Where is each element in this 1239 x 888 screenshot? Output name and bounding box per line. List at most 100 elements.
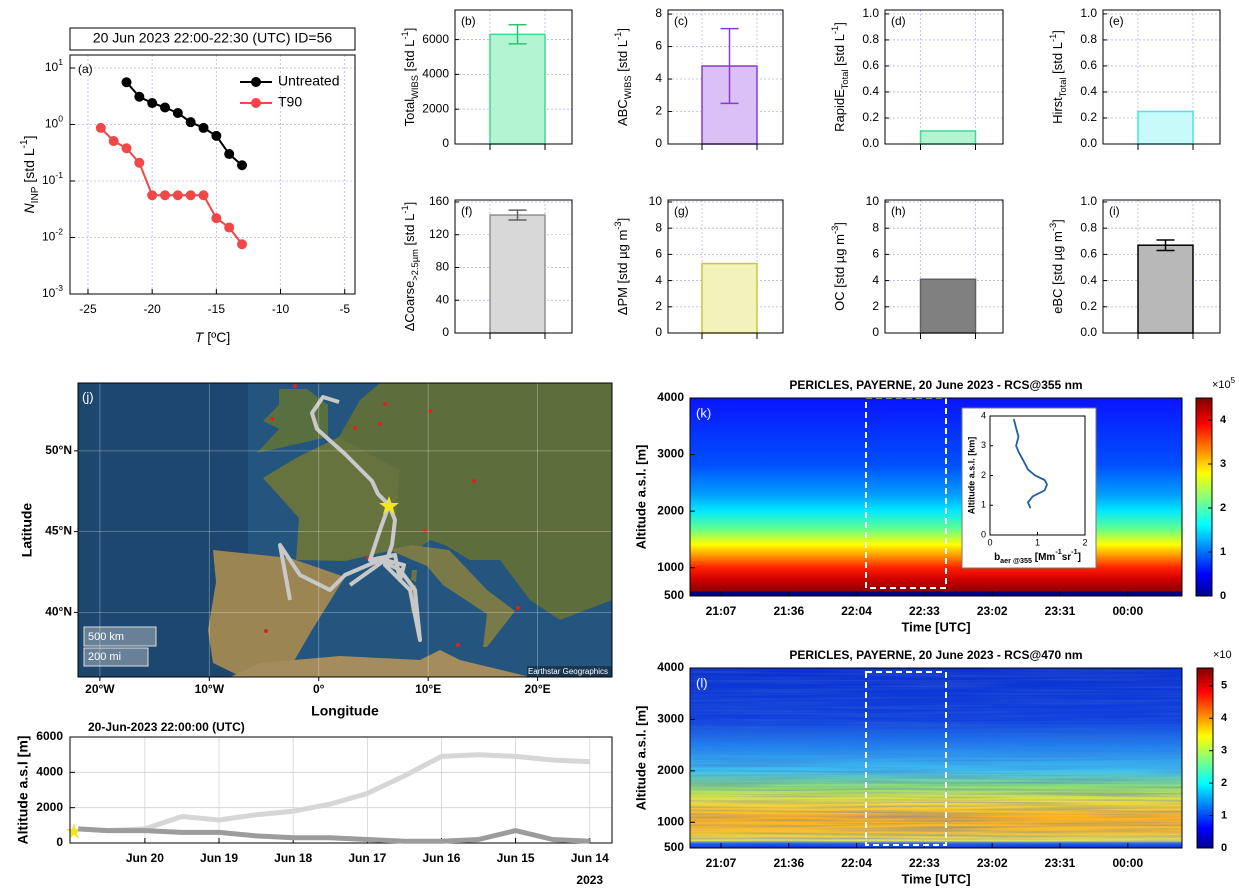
y-tick-label: 0.2 <box>862 110 879 124</box>
x-tick-label: 10°E <box>415 682 441 696</box>
y-tick-label: 1000 <box>657 814 684 828</box>
y-tick-label: 0.6 <box>1080 247 1097 261</box>
legend-marker <box>251 77 261 87</box>
y-tick-label: 120 <box>429 227 449 241</box>
plot-frame <box>69 736 613 844</box>
y-tick-label: 160 <box>429 194 449 208</box>
land <box>230 650 530 677</box>
panel-label: (k) <box>696 405 711 420</box>
y-tick-label: 0 <box>872 325 879 339</box>
land <box>263 437 400 561</box>
chart-title: 20 Jun 2023 22:00-22:30 (UTC) ID=56 <box>93 30 333 46</box>
land <box>339 383 612 620</box>
plot-frame <box>667 199 784 334</box>
text-part: Jun 15 <box>497 851 535 865</box>
text-part: -1 <box>19 139 30 148</box>
text-part: ABC <box>615 99 630 126</box>
text-part: -1 <box>613 32 623 40</box>
text-part: 20°W <box>85 682 115 696</box>
site <box>383 402 387 406</box>
colorbar-tick-label: 4 <box>1220 414 1227 426</box>
x-tick-label: Jun 20 <box>126 851 164 865</box>
text-part: OC [std µg m <box>832 234 847 311</box>
series-line <box>100 127 243 245</box>
y-tick-label: 0.2 <box>1080 299 1097 313</box>
x-tick-label: Jun 15 <box>497 851 535 865</box>
map-credit: Earthstar Geographics <box>528 667 608 676</box>
x-axis-label: T [ºC] <box>195 329 230 345</box>
y-tick-label: 4 <box>655 71 662 85</box>
panel-label: (l) <box>696 675 708 690</box>
y-tick-label: 2000 <box>657 503 684 517</box>
y-tick-label: 0 <box>442 325 449 339</box>
text-part: [std L <box>1050 42 1065 77</box>
x-tick-label: -5 <box>339 302 350 316</box>
x-tick-label: 2 <box>1082 537 1087 547</box>
text-part: Total <box>1058 77 1068 97</box>
text-part: >2.5µm <box>410 249 420 281</box>
profile-line <box>1012 418 1048 509</box>
point <box>198 190 209 201</box>
y-tick-label: 10 <box>866 194 880 208</box>
text-part: INP <box>30 186 41 203</box>
text-part: 10 <box>45 117 59 131</box>
text-part: -1 <box>830 26 840 34</box>
panel-label: (e) <box>1109 14 1124 28</box>
y-tick-label: 0.0 <box>1080 325 1097 339</box>
y-axis-label: Altitude a.s.l. [m] <box>633 706 648 811</box>
x-axis-label: Time [UTC] <box>901 871 970 886</box>
y-tick-label: 4 <box>655 273 662 287</box>
x-tick-label: 00:00 <box>1112 856 1143 870</box>
y-tick-label: 2000 <box>36 800 63 814</box>
text-part: [std L <box>402 40 417 75</box>
y-tick-label: 10-3 <box>42 283 63 300</box>
panel-label: (c) <box>674 14 688 28</box>
plot-frame <box>689 667 1183 849</box>
text-part: ΔCoarse <box>402 281 417 332</box>
x-tick-label: Jun 19 <box>200 851 238 865</box>
point <box>121 77 132 88</box>
text-part: -1 <box>400 31 410 39</box>
site <box>456 643 460 647</box>
text-part: Jun 20 <box>126 851 164 865</box>
y-tick-label: 0.0 <box>1080 136 1097 150</box>
point <box>237 239 248 250</box>
map-background <box>78 383 612 677</box>
text-part: Jun 19 <box>200 851 238 865</box>
x-tick-label: 0° <box>313 682 325 696</box>
inset-background <box>961 407 1097 569</box>
bar <box>1137 110 1194 145</box>
trajectories <box>278 395 422 642</box>
y-tick-label: 6000 <box>36 729 63 743</box>
text-part: Jun 16 <box>422 851 460 865</box>
text-part: 10 <box>42 286 56 300</box>
colorbar-multiplier: ×105 <box>1212 376 1236 391</box>
text-part: 10 <box>42 173 56 187</box>
y-tick-label: 8 <box>655 6 662 20</box>
x-tick-label: -20 <box>143 302 161 316</box>
plot-frame <box>69 54 356 295</box>
y-tick-label: 3 <box>981 440 986 450</box>
text-part: 0.0 <box>1080 325 1097 339</box>
plot-frame <box>1102 9 1221 145</box>
text-part: ] <box>1050 30 1065 34</box>
y-tick-label: 2 <box>981 470 986 480</box>
text-part: ΔPM [std µg m <box>615 230 630 316</box>
y-axis-label: NINP [std L-1] <box>19 136 41 214</box>
y-tick-label: 0 <box>981 529 986 539</box>
text-part: 50°N <box>45 443 72 457</box>
heatmap-texture <box>690 668 1182 848</box>
text-part: T <box>195 329 205 345</box>
text-part: ] <box>615 218 630 222</box>
map-frame <box>77 382 613 678</box>
plot-frame <box>1102 199 1221 334</box>
text-part: ] <box>21 136 37 140</box>
text-part: 1.0 <box>862 6 879 20</box>
y-tick-label: 500 <box>664 840 684 854</box>
y-tick-label: 0.4 <box>862 84 879 98</box>
text-part: 1.0 <box>1080 194 1097 208</box>
text-part: -1 <box>400 205 410 213</box>
trajectory <box>278 504 422 642</box>
text-part: Jun 17 <box>348 851 386 865</box>
y-tick-label: 50°N <box>45 443 72 457</box>
